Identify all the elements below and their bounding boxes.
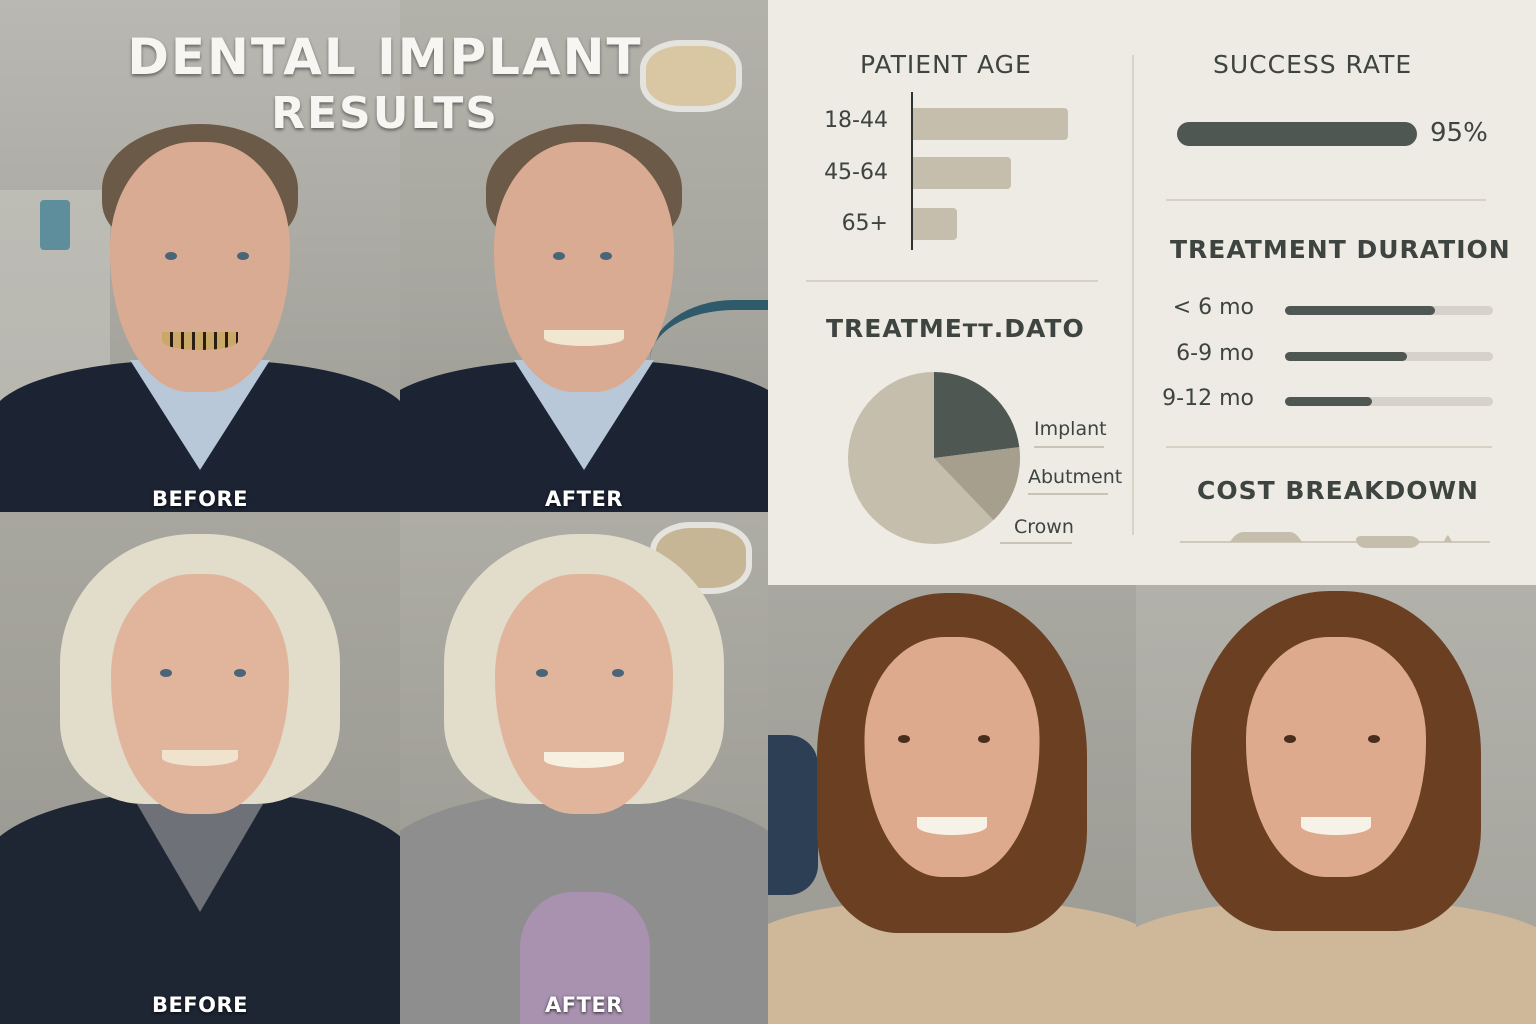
- age-bar-45-64: [913, 157, 1011, 189]
- left-eye: [553, 252, 565, 260]
- right-eye: [612, 669, 624, 677]
- legend-crown: Crown: [1014, 516, 1074, 538]
- face: [494, 142, 674, 392]
- dental-chair: [650, 300, 768, 400]
- face: [110, 142, 290, 392]
- duration-bar-9-12: [1285, 397, 1493, 406]
- dental-chair: [768, 735, 818, 895]
- page-title-line1: DENTAL IMPLANT: [127, 28, 643, 86]
- restored-smile: [544, 330, 624, 346]
- left-eye: [160, 669, 172, 677]
- face: [864, 637, 1040, 877]
- cost-breakdown-chart: [1180, 532, 1490, 548]
- page-title-line2: RESULTS: [271, 88, 499, 139]
- patient-age-title: PATIENT AGE: [860, 50, 1032, 79]
- after-label: AFTER: [545, 487, 623, 511]
- duration-fill: [1285, 397, 1372, 406]
- pie-slice-implant: [934, 372, 1020, 458]
- blue-bottle: [40, 200, 70, 250]
- after-label: AFTER: [545, 993, 623, 1017]
- left-eye: [165, 252, 177, 260]
- legend-underline: [1028, 493, 1108, 495]
- right-eye: [600, 252, 612, 260]
- legend-implant: Implant: [1034, 418, 1107, 440]
- duration-bar-6-9: [1285, 352, 1493, 361]
- legend-underline: [1000, 542, 1072, 544]
- divider: [806, 280, 1098, 282]
- photo-patient2-before: BEFORE: [0, 512, 400, 1024]
- face: [111, 574, 289, 814]
- age-bar-65: [913, 208, 957, 240]
- right-eye: [1368, 735, 1380, 743]
- smile: [1301, 817, 1371, 835]
- smile-missing-teeth: [162, 332, 238, 350]
- right-eye: [237, 252, 249, 260]
- age-axis: [911, 92, 913, 250]
- restored-smile: [544, 752, 624, 768]
- right-eye: [234, 669, 246, 677]
- stats-panel: PATIENT AGE 18-44 45-64 65+ TREATMEтт.DA…: [768, 0, 1536, 585]
- left-eye: [898, 735, 910, 743]
- before-label: BEFORE: [151, 487, 249, 511]
- age-label-65: 65+: [841, 211, 888, 236]
- left-eye: [1284, 735, 1296, 743]
- treatment-pie-chart: [848, 372, 1020, 544]
- duration-fill: [1285, 352, 1407, 361]
- duration-label-9-12: 9-12 mo: [1162, 386, 1254, 411]
- duration-label-under-6: < 6 mo: [1172, 295, 1254, 320]
- smile: [917, 817, 987, 835]
- duration-label-6-9: 6-9 mo: [1176, 341, 1254, 366]
- cost-breakdown-title: COST BREAKDOWN: [1197, 476, 1479, 505]
- right-eye: [978, 735, 990, 743]
- legend-underline: [1034, 446, 1104, 448]
- face: [495, 574, 673, 814]
- divider: [1166, 446, 1492, 448]
- divider: [1166, 199, 1486, 201]
- age-bar-18-44: [913, 108, 1068, 140]
- treatment-data-title: TREATMEтт.DATO: [826, 314, 1085, 343]
- duration-fill: [1285, 306, 1435, 315]
- duration-bar-under-6: [1285, 306, 1493, 315]
- dental-lamp: [640, 40, 742, 112]
- photo-patient1-after: AFTER: [400, 0, 768, 512]
- lavender-shirt: [520, 892, 650, 1024]
- photo-patient3-before: [768, 585, 1136, 1024]
- smile: [162, 750, 238, 766]
- column-divider: [1132, 55, 1134, 535]
- face: [1246, 637, 1426, 877]
- age-label-18-44: 18-44: [824, 108, 888, 133]
- photo-patient3-after: [1136, 585, 1536, 1024]
- success-rate-value: 95%: [1430, 118, 1488, 148]
- legend-abutment: Abutment: [1028, 466, 1123, 488]
- treatment-duration-title: TREATMENT DURATION: [1170, 235, 1511, 264]
- photo-patient1-before: BEFORE: [0, 0, 400, 512]
- left-eye: [536, 669, 548, 677]
- before-label: BEFORE: [151, 993, 249, 1017]
- success-rate-title: SUCCESS RATE: [1213, 50, 1413, 79]
- pie-slice-abutment: [934, 447, 1020, 521]
- success-rate-bar: [1177, 122, 1417, 146]
- age-label-45-64: 45-64: [824, 160, 888, 185]
- photo-patient2-after: AFTER: [400, 512, 768, 1024]
